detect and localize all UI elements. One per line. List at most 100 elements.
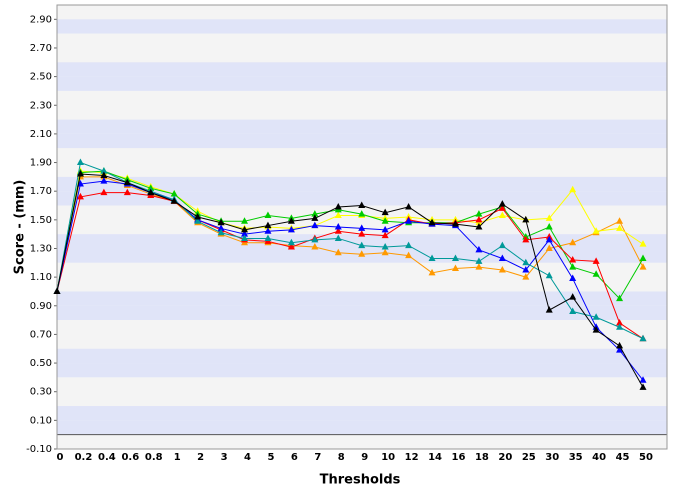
y-tick-label: 0.30 [30, 387, 52, 398]
data-point [405, 217, 413, 224]
x-tick-label: 3 [221, 452, 228, 463]
x-tick-label: 0 [57, 452, 64, 463]
data-point [287, 217, 295, 224]
data-point [311, 243, 319, 250]
x-tick-label: 6 [291, 452, 298, 463]
data-point [381, 208, 389, 216]
series-line [56, 176, 644, 292]
data-point [100, 188, 108, 196]
band [57, 176, 667, 192]
data-point [616, 294, 624, 302]
data-point [147, 188, 155, 196]
y-tick-label: 2.30 [30, 100, 52, 111]
x-tick-label: 7 [314, 452, 321, 463]
band [57, 291, 667, 306]
data-point [545, 271, 553, 279]
data-point [334, 227, 342, 234]
data-point [475, 215, 483, 223]
data-point [358, 201, 366, 209]
data-point [287, 225, 295, 233]
data-point [569, 274, 577, 282]
y-tick-label: 2.90 [30, 14, 52, 25]
data-point [498, 265, 506, 273]
data-point [616, 323, 624, 330]
x-tick-label: 10 [381, 452, 395, 463]
band [57, 348, 667, 364]
x-tick-label: 1 [174, 452, 181, 463]
band [57, 391, 667, 407]
series-line [56, 170, 644, 292]
data-point [569, 255, 577, 263]
data-point [522, 265, 530, 273]
y-tick-label: 2.70 [30, 43, 52, 54]
data-point [451, 220, 459, 227]
x-tick-label: 0.6 [121, 452, 139, 463]
data-point [241, 217, 249, 224]
data-point [100, 167, 108, 174]
data-point [217, 228, 225, 236]
band [57, 76, 667, 91]
data-point [405, 241, 413, 249]
x-tick-label: 0.4 [98, 452, 116, 463]
data-point [381, 225, 389, 233]
band [57, 363, 667, 378]
band [57, 19, 667, 34]
band [57, 62, 667, 77]
x-tick-label: 9 [361, 452, 368, 463]
band [57, 420, 667, 435]
data-point [522, 235, 530, 243]
data-point [498, 241, 506, 249]
band [57, 434, 667, 449]
data-point [569, 263, 577, 270]
band [57, 320, 667, 335]
data-point [194, 212, 202, 220]
data-point [264, 227, 272, 234]
y-tick-label: 0.50 [30, 358, 52, 369]
x-tick-label: 30 [545, 452, 559, 463]
data-point [334, 248, 342, 256]
data-point [311, 221, 319, 229]
data-point [592, 227, 600, 234]
data-point [170, 190, 178, 197]
band [57, 305, 667, 321]
data-point [100, 171, 108, 178]
data-point [287, 238, 295, 246]
y-axis-title: Score - (mm) [13, 180, 28, 275]
data-point [592, 326, 600, 333]
data-point [639, 334, 647, 342]
band [57, 262, 667, 278]
data-point [475, 257, 483, 264]
data-point [592, 257, 600, 264]
data-point [475, 245, 483, 253]
x-tick-label: 45 [616, 452, 630, 463]
data-point [264, 211, 272, 219]
data-point [241, 225, 249, 233]
data-point [241, 230, 249, 237]
data-point [53, 287, 61, 294]
x-tick-label: 20 [498, 452, 512, 463]
data-point [287, 243, 295, 250]
band [57, 133, 667, 149]
x-tick-label: 0.2 [75, 452, 93, 463]
x-tick-label: 12 [405, 452, 419, 463]
data-point [545, 244, 553, 251]
x-tick-label: 50 [639, 452, 653, 463]
data-point [616, 341, 624, 349]
band [57, 47, 667, 63]
data-point [428, 218, 436, 226]
data-point [194, 217, 202, 224]
plot-border [56, 4, 668, 450]
data-point [334, 223, 342, 230]
data-point [123, 188, 131, 196]
x-axis-title: Thresholds [320, 473, 401, 488]
band [57, 90, 667, 106]
y-tick-label: 0.10 [30, 415, 52, 426]
data-point [428, 254, 436, 262]
data-point [381, 217, 389, 224]
data-point [334, 202, 342, 210]
data-point [358, 230, 366, 237]
band [57, 377, 667, 392]
data-point [592, 270, 600, 277]
data-point [522, 258, 530, 266]
band [57, 191, 667, 206]
